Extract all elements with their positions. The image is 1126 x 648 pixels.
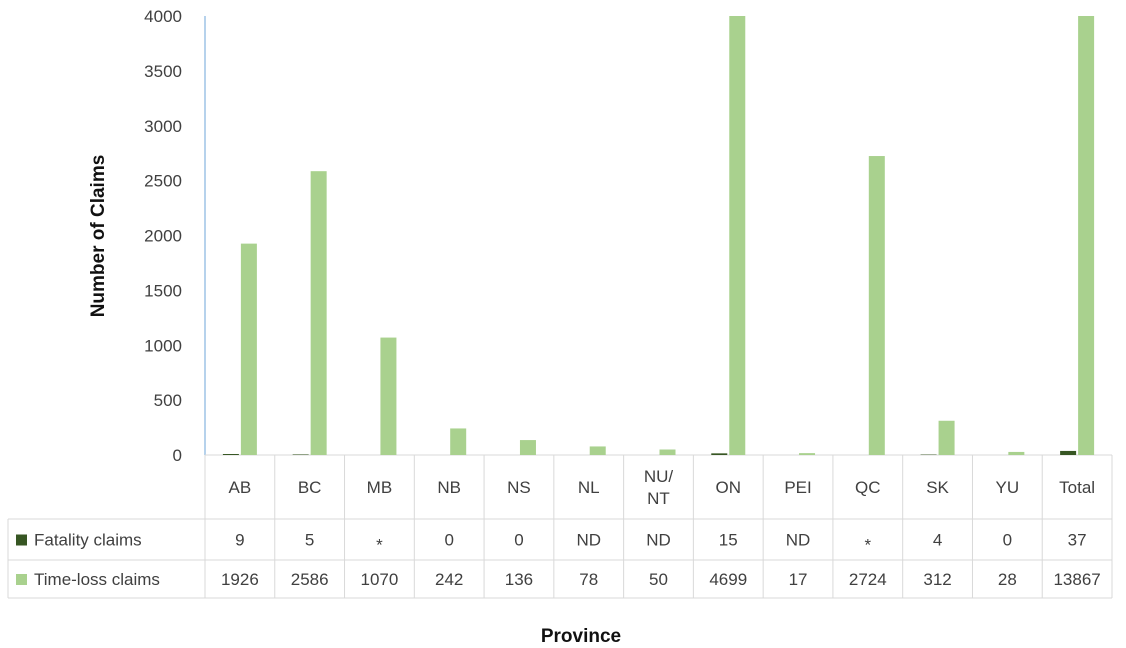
table-cell: 4699 — [709, 570, 747, 589]
category-label: NL — [578, 478, 600, 497]
table-cell: 1926 — [221, 570, 259, 589]
y-tick-label: 2000 — [144, 227, 182, 246]
table-cell: 242 — [435, 570, 463, 589]
bar-time-loss — [1008, 451, 1025, 455]
table-cell: 17 — [789, 570, 808, 589]
category-labels: AB BC MB NB NS NL NU/NT ON PEI QC SK YU Total — [229, 467, 1096, 508]
table-cell: 50 — [649, 570, 668, 589]
y-axis-title: Number of Claims — [88, 155, 109, 318]
table-cell: 9 — [235, 531, 244, 550]
table-cell: ND — [646, 531, 671, 550]
y-tick-label: 1500 — [144, 281, 182, 300]
y-tick-label: 2500 — [144, 172, 182, 191]
table-cell: * — [376, 536, 383, 555]
bar-time-loss — [729, 16, 746, 455]
y-axis-ticks: 0 500 1000 1500 2000 2500 3000 3500 4000 — [144, 7, 182, 465]
table-cell: 37 — [1068, 531, 1087, 550]
table-cell: 4 — [933, 531, 942, 550]
bar-time-loss — [380, 337, 397, 455]
category-label: Total — [1059, 478, 1095, 497]
table-cell: 0 — [514, 531, 523, 550]
bar-time-loss — [938, 420, 955, 455]
category-label: PEI — [784, 478, 811, 497]
bar-fatality — [292, 454, 309, 455]
table-cell: 15 — [719, 531, 738, 550]
table-cell: 136 — [505, 570, 533, 589]
table-cell: 2724 — [849, 570, 887, 589]
bar-time-loss — [799, 453, 816, 455]
bar-fatality — [222, 454, 239, 455]
bars-group — [222, 16, 1095, 455]
table-cell: 0 — [1003, 531, 1012, 550]
bar-fatality — [711, 453, 728, 455]
legend-label: Fatality claims — [34, 531, 142, 550]
bar-time-loss — [310, 171, 327, 455]
data-table-grid — [7, 454, 1113, 599]
bar-time-loss — [589, 446, 606, 455]
table-cell: 28 — [998, 570, 1017, 589]
legend-label: Time-loss claims — [34, 570, 160, 589]
bar-time-loss — [240, 243, 257, 455]
category-label: NT — [647, 489, 670, 508]
category-label: MB — [367, 478, 393, 497]
bar-fatality — [1060, 450, 1077, 455]
y-tick-label: 500 — [154, 391, 182, 410]
table-cell: 13867 — [1053, 570, 1100, 589]
table-cell: 2586 — [291, 570, 329, 589]
bar-time-loss — [450, 428, 467, 455]
bar-time-loss — [659, 449, 676, 455]
table-cell: * — [864, 536, 871, 555]
legend-swatch — [16, 574, 27, 585]
y-tick-label: 3500 — [144, 62, 182, 81]
legend-swatch — [16, 534, 27, 546]
category-label: ON — [716, 478, 742, 497]
category-label: YU — [996, 478, 1020, 497]
table-cell: 0 — [444, 531, 453, 550]
table-cell: ND — [786, 531, 811, 550]
bar-time-loss — [519, 440, 536, 455]
bar-time-loss — [1078, 16, 1095, 455]
category-label: NS — [507, 478, 531, 497]
y-tick-label: 0 — [173, 446, 182, 465]
x-axis-title: Province — [541, 626, 621, 647]
data-table-cells: 9 5 * 0 0 ND ND 15 ND * 4 0 37 1926 2586 1070 242 136 78 50… — [221, 531, 1101, 590]
table-cell: 312 — [923, 570, 951, 589]
category-label: SK — [926, 478, 949, 497]
y-tick-label: 1000 — [144, 336, 182, 355]
category-label: NU/ — [644, 467, 674, 486]
category-label: NB — [437, 478, 461, 497]
legend: Fatality claims Time-loss claims — [16, 531, 160, 589]
table-cell: ND — [576, 531, 601, 550]
category-label: BC — [298, 478, 322, 497]
bar-time-loss — [868, 156, 885, 455]
table-cell: 5 — [305, 531, 314, 550]
table-cell: 1070 — [361, 570, 399, 589]
category-label: QC — [855, 478, 881, 497]
y-tick-label: 4000 — [144, 7, 182, 26]
y-tick-label: 3000 — [144, 117, 182, 136]
category-label: AB — [229, 478, 252, 497]
table-cell: 78 — [579, 570, 598, 589]
